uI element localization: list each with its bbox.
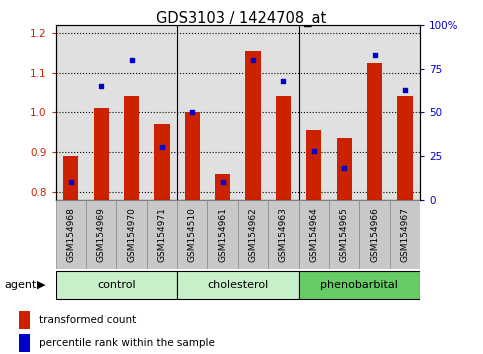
Text: GSM154970: GSM154970: [127, 207, 136, 262]
Bar: [337, 138, 352, 200]
Bar: [276, 96, 291, 200]
Text: phenobarbital: phenobarbital: [321, 280, 398, 290]
FancyBboxPatch shape: [238, 200, 268, 269]
Text: ▶: ▶: [37, 280, 45, 290]
Text: GSM154966: GSM154966: [370, 207, 379, 262]
FancyBboxPatch shape: [116, 200, 147, 269]
Text: control: control: [97, 280, 136, 290]
FancyBboxPatch shape: [56, 200, 86, 269]
Bar: [94, 108, 109, 200]
Text: GSM154962: GSM154962: [249, 207, 257, 262]
Bar: [398, 96, 412, 200]
FancyBboxPatch shape: [329, 200, 359, 269]
Bar: [215, 174, 230, 200]
FancyBboxPatch shape: [208, 200, 238, 269]
Point: [401, 87, 409, 92]
Bar: [185, 113, 200, 200]
Text: GDS3103 / 1424708_at: GDS3103 / 1424708_at: [156, 11, 327, 27]
Bar: [245, 51, 261, 200]
FancyBboxPatch shape: [268, 200, 298, 269]
Point: [188, 110, 196, 115]
Point: [158, 144, 166, 150]
FancyBboxPatch shape: [298, 271, 420, 299]
Text: GSM154967: GSM154967: [400, 207, 410, 262]
Point: [219, 180, 227, 185]
Point: [67, 180, 74, 185]
Point: [128, 57, 135, 63]
Bar: [124, 96, 139, 200]
FancyBboxPatch shape: [177, 271, 298, 299]
Bar: [306, 130, 322, 200]
Bar: [19, 311, 30, 329]
FancyBboxPatch shape: [177, 200, 208, 269]
Bar: [19, 334, 30, 352]
Text: GSM154964: GSM154964: [309, 207, 318, 262]
Text: GSM154510: GSM154510: [188, 207, 197, 262]
Bar: [154, 124, 170, 200]
Text: transformed count: transformed count: [40, 315, 137, 325]
Point: [249, 57, 257, 63]
FancyBboxPatch shape: [86, 200, 116, 269]
Point: [371, 52, 379, 57]
Text: GSM154969: GSM154969: [97, 207, 106, 262]
Text: agent: agent: [5, 280, 37, 290]
Point: [310, 148, 318, 154]
Text: percentile rank within the sample: percentile rank within the sample: [40, 338, 215, 348]
Text: GSM154963: GSM154963: [279, 207, 288, 262]
Text: GSM154965: GSM154965: [340, 207, 349, 262]
Text: GSM154971: GSM154971: [157, 207, 167, 262]
FancyBboxPatch shape: [359, 200, 390, 269]
Point: [97, 83, 105, 89]
Text: cholesterol: cholesterol: [207, 280, 269, 290]
FancyBboxPatch shape: [298, 200, 329, 269]
FancyBboxPatch shape: [147, 200, 177, 269]
FancyBboxPatch shape: [390, 200, 420, 269]
Text: GSM154968: GSM154968: [66, 207, 75, 262]
Text: GSM154961: GSM154961: [218, 207, 227, 262]
FancyBboxPatch shape: [56, 271, 177, 299]
Bar: [63, 156, 78, 200]
Bar: [367, 63, 382, 200]
Point: [341, 166, 348, 171]
Point: [280, 78, 287, 84]
